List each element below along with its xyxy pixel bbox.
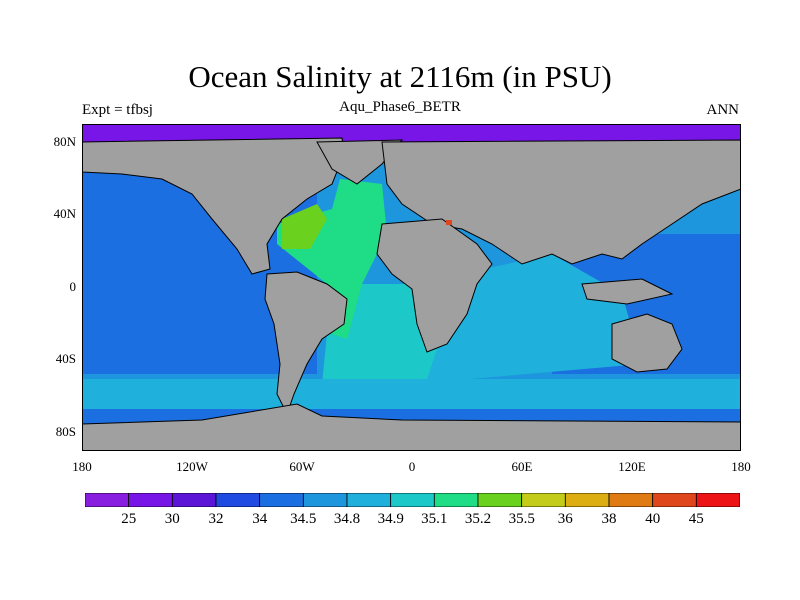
lon-label-0: 0 xyxy=(408,459,416,474)
map-title: Ocean Salinity at 2116m (in PSU) xyxy=(188,59,612,94)
colorbar-box xyxy=(695,493,740,507)
colorbar-box xyxy=(128,493,173,507)
colorbar-label: 25 xyxy=(121,511,137,527)
lon-label-180e: 180 xyxy=(731,459,751,474)
colorbar-box xyxy=(477,493,523,507)
colorbar-box xyxy=(302,493,348,507)
eurasia xyxy=(381,139,741,265)
experiment-label: Expt = tfbsj xyxy=(82,102,153,118)
colorbar-box xyxy=(215,493,261,507)
colorbar-box xyxy=(85,493,130,507)
colorbar-box xyxy=(608,493,654,507)
colorbar-label: 30 xyxy=(164,511,180,527)
lon-label-60w: 60W xyxy=(289,459,315,474)
lat-label-40s: 40S xyxy=(55,351,76,366)
australia xyxy=(611,313,683,373)
colorbar-label: 36 xyxy=(557,511,573,527)
colorbar-label: 40 xyxy=(645,511,661,527)
map-canvas xyxy=(82,124,741,451)
lat-label-80s: 80S xyxy=(55,424,76,439)
colorbar-box xyxy=(390,493,435,507)
colorbar-label: 34.9 xyxy=(377,511,404,527)
maritime-continent xyxy=(581,278,674,305)
africa xyxy=(376,218,493,353)
colorbar-label: 35.1 xyxy=(421,511,448,527)
colorbar-box xyxy=(521,493,566,507)
colorbar-box xyxy=(171,493,217,507)
lat-label-eq: 0 xyxy=(69,279,77,294)
colorbar-box xyxy=(259,493,304,507)
season-label: ANN xyxy=(706,102,740,118)
colorbar-box xyxy=(564,493,610,507)
lon-label-120w: 120W xyxy=(176,459,208,474)
colorbar-box xyxy=(433,493,479,507)
southern-band xyxy=(82,379,741,409)
colorbar-label: 34.8 xyxy=(333,511,361,527)
colorbar-box xyxy=(652,493,697,507)
land-masses xyxy=(82,137,741,451)
colorbar-label: 32 xyxy=(208,511,224,527)
lat-label-80n: 80N xyxy=(53,134,76,149)
map-frame xyxy=(82,124,741,451)
colorbar-label: 38 xyxy=(601,511,617,527)
colorbar-label: 34.5 xyxy=(290,511,317,527)
colorbar xyxy=(85,493,740,507)
high-salinity-spot xyxy=(446,220,452,225)
lat-label-40n: 40N xyxy=(53,206,76,221)
colorbar-label: 35.2 xyxy=(464,511,492,527)
lon-label-120e: 120E xyxy=(618,459,646,474)
south-america xyxy=(264,271,348,416)
salinity-map xyxy=(82,124,741,451)
lon-label-180w: 180 xyxy=(72,459,92,474)
colorbar-label: 34 xyxy=(252,511,268,527)
colorbar-box xyxy=(346,493,392,507)
colorbar-label: 35.5 xyxy=(508,511,535,527)
antarctica xyxy=(82,403,741,451)
colorbar-label: 45 xyxy=(688,511,704,527)
greenland xyxy=(316,139,404,185)
gulf-high-salinity xyxy=(282,204,327,249)
map-subtitle: Aqu_Phase6_BETR xyxy=(339,99,461,115)
lon-label-60e: 60E xyxy=(511,459,533,474)
